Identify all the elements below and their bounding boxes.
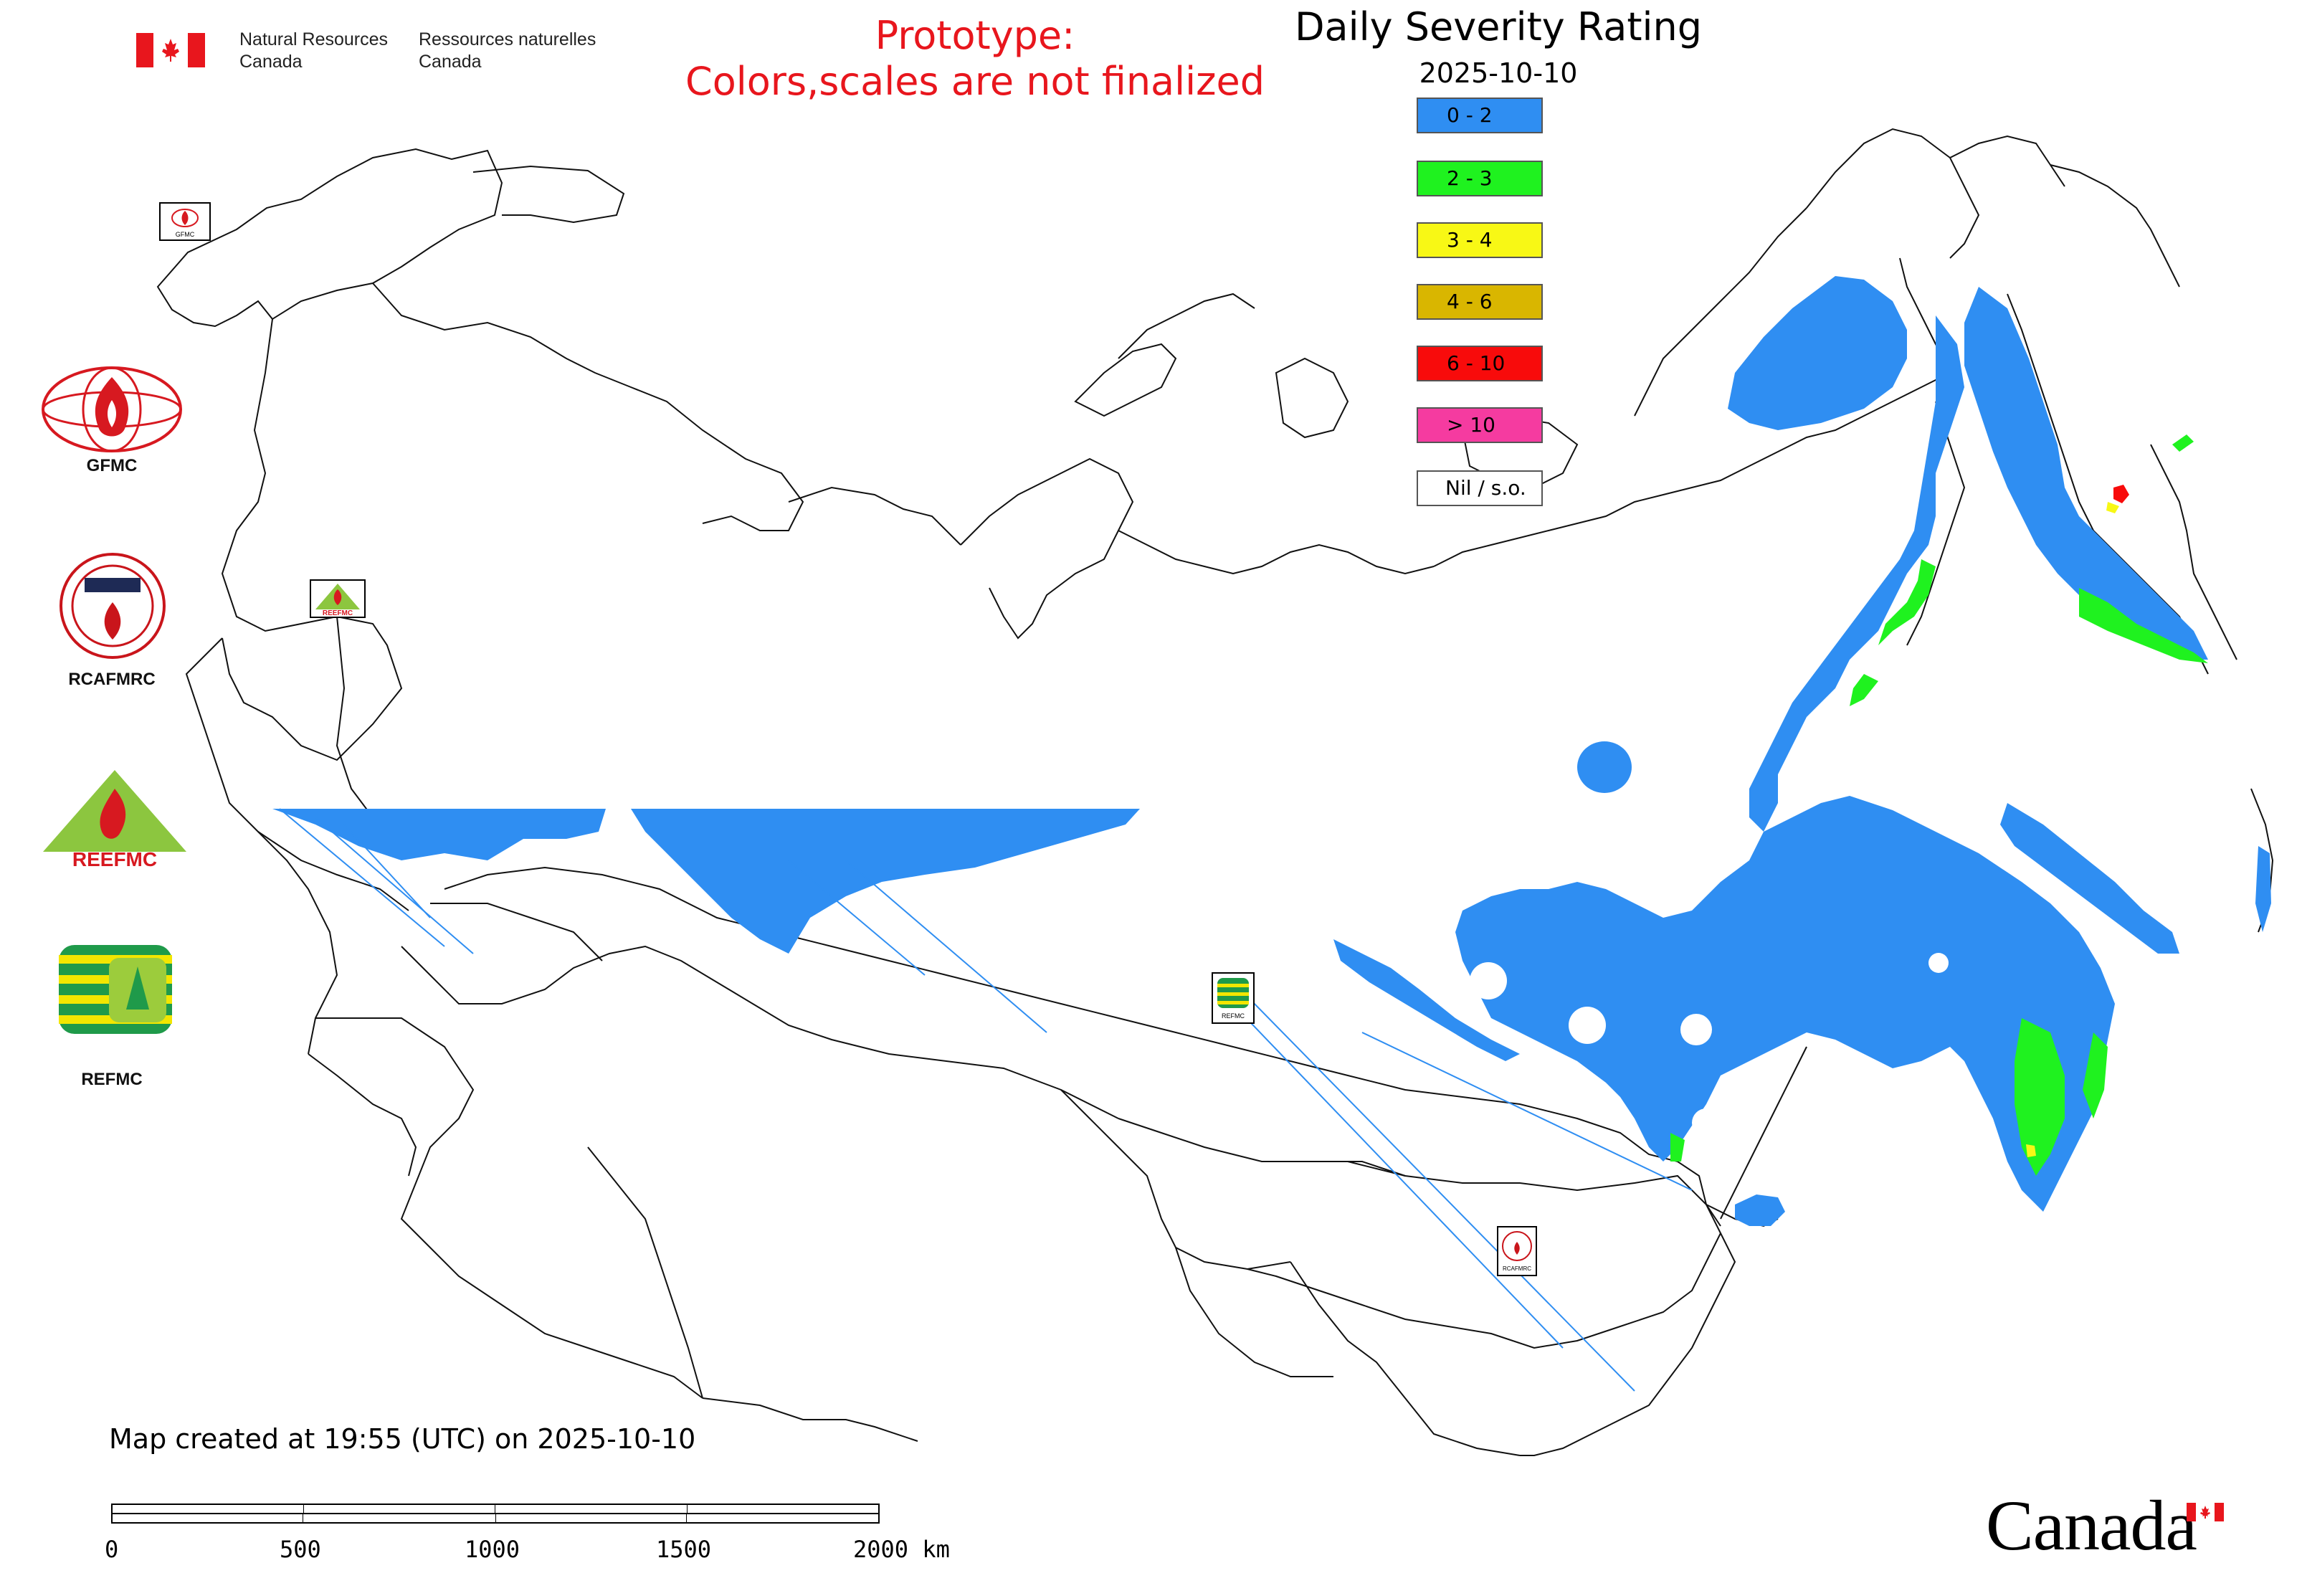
legend-class-6-10: 6 - 10	[1417, 346, 1543, 381]
dsr-area-kamchatka-hot	[2113, 485, 2129, 503]
legend-class-0-2: 0 - 2	[1417, 98, 1543, 133]
canada-wordmark: Canada	[1986, 1486, 2197, 1565]
dsr-area-kamchatka	[1964, 287, 2208, 660]
dsr-area-far-east-green2	[2083, 1032, 2108, 1118]
legend-class-3-4: 3 - 4	[1417, 222, 1543, 258]
scale-label-1500: 1500	[656, 1536, 712, 1563]
agency-name-en: Natural Resources Canada	[239, 29, 388, 73]
org-label-rcafmrc: RCAFMRC	[68, 670, 156, 689]
legend-class-nil: Nil / s.o.	[1417, 470, 1543, 506]
gfmc-marker-caption: GFMC	[176, 231, 195, 238]
refmc-marker-icon: REFMC	[1212, 972, 1255, 1024]
raster-holes	[1470, 953, 1949, 1157]
scale-label-0: 0	[105, 1536, 119, 1563]
reefmc-marker-caption: REEFMC	[323, 609, 353, 617]
rcafmrc-logo-icon	[60, 553, 166, 659]
legend-title: Daily Severity Rating	[1294, 4, 1703, 49]
agency-fr-line1: Ressources naturelles	[419, 29, 596, 49]
dsr-area-coast-strip	[2000, 803, 2179, 954]
dsr-area-chukotka	[1728, 276, 1907, 430]
prototype-line1: Prototype:	[875, 13, 1075, 58]
prototype-notice: Prototype: Colors,scales are not finaliz…	[617, 13, 1333, 105]
agency-en-line2: Canada	[239, 52, 303, 72]
dsr-area-kamchatka-yellow	[2106, 502, 2119, 513]
refmc-marker-caption: REFMC	[1222, 1012, 1245, 1020]
org-label-refmc: REFMC	[81, 1070, 143, 1089]
dsr-area-baikal-green	[1670, 1133, 1685, 1162]
legend-class-over-10: > 10	[1417, 407, 1543, 443]
dsr-area-east-siberia	[1749, 315, 1964, 832]
legend-class-4-6: 4 - 6	[1417, 284, 1543, 320]
agency-name-fr: Ressources naturelles Canada	[419, 29, 596, 73]
dsr-area-far-east-yellow	[2026, 1144, 2036, 1157]
rcafmrc-marker-caption: RCAFMRC	[1503, 1265, 1531, 1272]
scale-bar	[111, 1504, 880, 1524]
dsr-area-far-east-green	[2015, 1018, 2065, 1176]
dsr-area-primorye	[1735, 1194, 1785, 1226]
country-borders	[156, 128, 2274, 1456]
org-label-gfmc: GFMC	[86, 456, 138, 475]
reefmc-logo-icon: REEFMC	[43, 770, 186, 870]
rcafmrc-marker-icon: RCAFMRC	[1497, 1226, 1537, 1276]
dsr-thin-streaks	[279, 808, 1693, 1392]
dsr-area-japan	[2255, 846, 2271, 932]
prototype-line2: Colors,scales are not finalized	[685, 59, 1265, 104]
gfmc-logo-icon	[42, 366, 182, 452]
dsr-raster	[272, 276, 2271, 1392]
reefmc-marker-icon: REEFMC	[310, 579, 366, 618]
dsr-area-east-siberia-green	[1878, 559, 1936, 645]
agency-en-line1: Natural Resources	[239, 29, 389, 49]
scale-label-2000: 2000 km	[853, 1536, 950, 1563]
legend-class-2-3: 2 - 3	[1417, 161, 1543, 196]
map-created-text: Map created at 19:55 (UTC) on 2025-10-10	[109, 1423, 696, 1455]
dsr-area-far-east	[1455, 796, 2115, 1212]
dsr-area-east-siberia-green2	[1850, 674, 1878, 706]
dsr-area-isolated	[1577, 741, 1632, 793]
reefmc-logo-text: REEFMC	[72, 848, 157, 870]
dsr-area-kuril	[2172, 434, 2194, 452]
canada-wordmark-flag-icon	[2187, 1503, 2224, 1521]
legend-date: 2025-10-10	[1419, 57, 1578, 89]
refmc-logo-icon	[59, 945, 172, 1034]
scale-label-500: 500	[280, 1536, 321, 1563]
dsr-streaks	[272, 809, 1520, 1061]
scale-label-1000: 1000	[465, 1536, 520, 1563]
canada-flag-icon	[136, 33, 205, 67]
gfmc-marker-icon: GFMC	[159, 202, 211, 241]
agency-fr-line2: Canada	[419, 52, 482, 72]
dsr-area-kamchatka-green	[2079, 588, 2208, 663]
